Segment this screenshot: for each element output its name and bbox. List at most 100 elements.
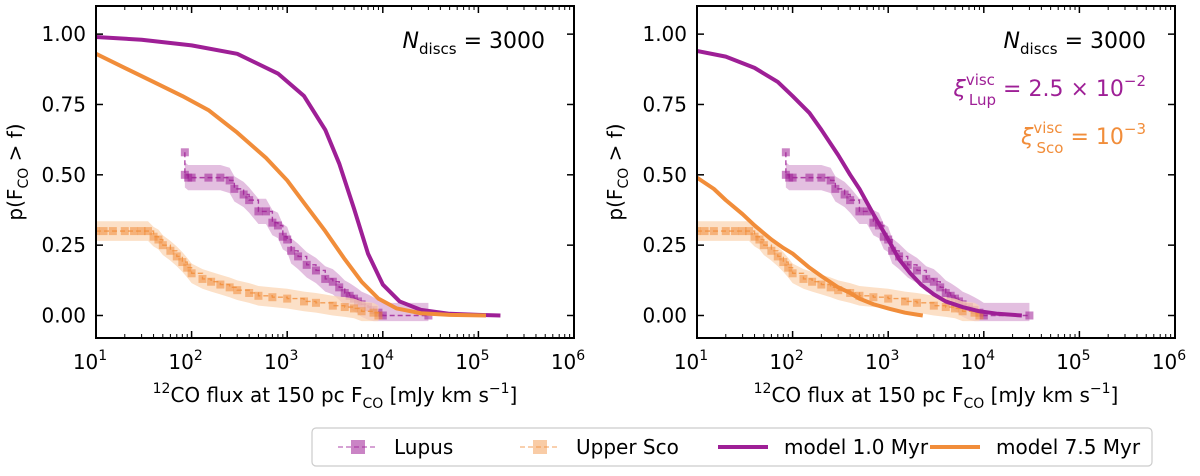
lupus-point [245, 196, 254, 205]
upper-sco-point [207, 277, 216, 286]
model-7-5-myr-curve [697, 175, 924, 318]
upper-sco-point [340, 303, 349, 312]
lupus-point [941, 288, 950, 297]
x-tick-label: 102 [769, 348, 803, 374]
x-axis-label: 12CO flux at 150 pc FCO [mJy km s−1] [153, 381, 518, 412]
upper-sco-point [767, 246, 776, 255]
lupus-point [230, 184, 239, 193]
lupus-point [855, 207, 864, 216]
legend-entry-model-young: model 1.0 Myr [718, 435, 929, 459]
right-panel: 101 102 103 104 105 106 0.00 0.25 0.50 0.75 1.00 12… [603, 5, 1186, 412]
lupus-point [903, 260, 912, 269]
plot-area [697, 49, 1034, 322]
lupus-point [840, 190, 849, 199]
legend-model-young-label: model 1.0 Myr [784, 435, 929, 459]
y-tick-label: 1.00 [642, 22, 687, 46]
upper-sco-point [788, 269, 797, 278]
x-tick-label: 104 [360, 348, 394, 374]
upper-sco-point [172, 252, 181, 261]
lupus-point [328, 277, 337, 286]
x-tick-label: 101 [73, 348, 107, 374]
annotation: ξvisc Lup = 2.5 × 10−2 [953, 71, 1146, 109]
upper-sco-point [750, 232, 759, 241]
lupus-point [261, 207, 270, 216]
legend-entry-upper-sco: Upper Sco [520, 435, 679, 459]
x-tick-label: 103 [865, 348, 899, 374]
lupus-point [268, 218, 277, 227]
upper-sco-point [970, 308, 979, 317]
upper-sco-point [311, 298, 320, 307]
upper-sco-point [350, 304, 359, 313]
upper-sco-point [137, 227, 146, 236]
lupus-point [831, 184, 840, 193]
y-tick-label: 0.00 [642, 303, 687, 327]
lupus-point [239, 190, 248, 199]
axes-frame [95, 5, 575, 339]
upper-sco-point [154, 235, 163, 244]
upper-sco-point [855, 291, 864, 300]
lupus-point [869, 218, 878, 227]
upper-sco-point [975, 311, 984, 320]
lupus-point [936, 283, 945, 292]
lupus-point [254, 207, 263, 216]
upper-sco-point [731, 227, 740, 236]
upper-sco-point [773, 252, 782, 261]
upper-sco-point [951, 304, 960, 313]
lupus-point [283, 235, 292, 244]
y-tick-label: 1.00 [41, 22, 86, 46]
lupus-point [912, 266, 921, 275]
upper-sco-point [357, 307, 366, 316]
upper-sco-point [941, 303, 950, 312]
upper-sco-point [99, 227, 108, 236]
upper-sco-point [183, 263, 192, 272]
y-axis-label: p(FCO > f) [603, 123, 632, 220]
y-axis-label: p(FCO > f) [3, 123, 32, 220]
lupus-point [273, 221, 282, 230]
upper-sco-point [745, 227, 754, 236]
upper-sco-point [300, 297, 309, 306]
upper-sco-point [225, 283, 234, 292]
upper-sco-point [901, 297, 910, 306]
upper-sco-point [268, 293, 277, 302]
upper-sco-point [697, 227, 701, 236]
lupus-point [1025, 311, 1034, 320]
upper-sco-point [721, 227, 730, 236]
lupus-point [862, 207, 871, 216]
upper-sco-point [958, 307, 967, 316]
upper-sco-point [834, 286, 843, 295]
upper-sco-point [283, 294, 292, 303]
lupus-point [929, 277, 938, 286]
lupus-error-band [184, 139, 429, 322]
legend: Lupus Upper Sco model 1.0 Myr model 7.5 … [311, 427, 1153, 467]
lupus-point [979, 311, 988, 320]
lupus-point [278, 232, 287, 241]
model-1-0-myr-curve [697, 49, 1022, 318]
x-tick-label: 105 [1056, 348, 1090, 374]
lupus-point [187, 173, 196, 182]
model-1-0-myr-curve [96, 34, 501, 318]
lupus-point [180, 148, 189, 157]
upper-sco-point [120, 227, 129, 236]
x-tick-label: 106 [551, 348, 585, 374]
lupus-point [225, 176, 234, 185]
y-tick-label: 0.50 [41, 163, 86, 187]
upper-sco-point [808, 277, 817, 286]
upper-sco-point [245, 288, 254, 297]
y-tick-label: 0.25 [41, 233, 86, 257]
upper-sco-point [755, 235, 764, 244]
legend-lupus-marker [351, 440, 365, 454]
upper-sco-point [130, 227, 139, 236]
y-tick-label: 0.25 [642, 233, 687, 257]
lupus-point [805, 173, 814, 182]
upper-sco-point [254, 291, 263, 300]
upper-sco-point [158, 241, 167, 250]
plot-area [96, 34, 501, 322]
upper-sco-point [826, 283, 835, 292]
lupus-point [826, 176, 835, 185]
y-tick-label: 0.75 [41, 92, 86, 116]
lupus-point [204, 173, 213, 182]
annotation: ξvisc Sco = 10−3 [1020, 119, 1146, 157]
upper-sco-point [869, 293, 878, 302]
lupus-point [216, 173, 225, 182]
upper-sco-point [166, 246, 175, 255]
